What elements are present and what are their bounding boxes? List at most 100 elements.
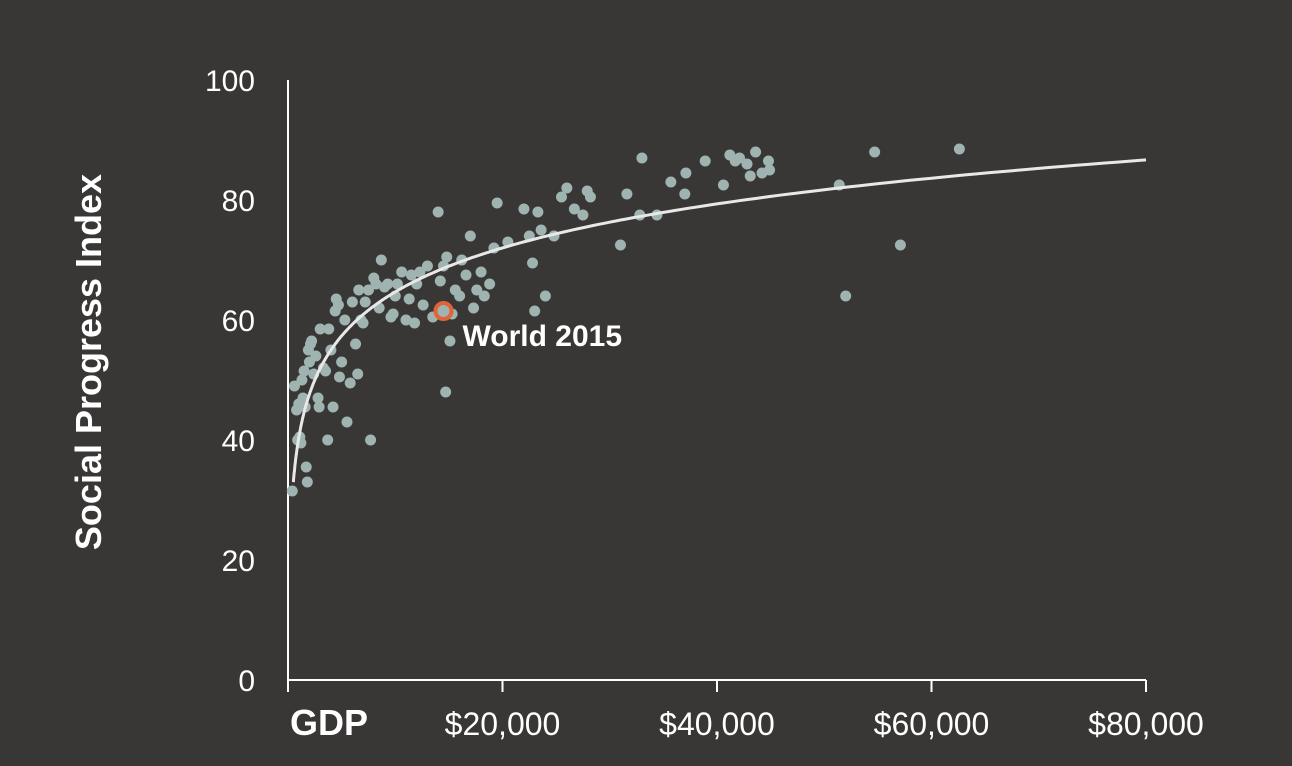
data-point [568, 203, 580, 215]
data-point [679, 188, 691, 200]
data-point [409, 317, 421, 329]
data-point [344, 377, 356, 389]
data-point [561, 182, 573, 194]
data-point [614, 239, 626, 251]
data-point [464, 230, 476, 242]
data-point [584, 191, 596, 203]
data-point [414, 266, 426, 278]
data-point [341, 416, 353, 428]
y-tick-labels: 0 20 40 60 80 100 [205, 65, 255, 698]
data-point [306, 335, 318, 347]
data-point [301, 476, 313, 488]
data-point [320, 365, 332, 377]
y-tick-label: 100 [205, 65, 255, 98]
data-point [471, 284, 483, 296]
data-point [417, 299, 429, 311]
data-point [382, 278, 394, 290]
data-point [734, 152, 746, 164]
y-tick-label: 0 [238, 665, 255, 698]
data-point [869, 146, 881, 158]
y-tick-label: 40 [222, 425, 255, 458]
data-points [286, 143, 965, 497]
data-point [621, 188, 633, 200]
data-point [296, 374, 308, 386]
data-point [400, 314, 412, 326]
data-point [432, 206, 444, 218]
data-point [744, 170, 756, 182]
data-point [310, 350, 322, 362]
y-tick-label: 60 [222, 305, 255, 338]
data-point [327, 401, 339, 413]
y-tick-label: 20 [222, 545, 255, 578]
data-point [353, 284, 365, 296]
x-tick-labels: $20,000 $40,000 $60,000 $80,000 [445, 706, 1204, 742]
data-point [475, 266, 487, 278]
data-point [444, 335, 456, 347]
data-point [518, 203, 530, 215]
y-axis-title: Social Progress Index [68, 174, 109, 550]
data-point [699, 155, 711, 167]
data-point [300, 461, 312, 473]
data-point [370, 278, 382, 290]
data-point [764, 164, 776, 176]
data-point [527, 257, 539, 269]
data-point [535, 224, 547, 236]
data-point [484, 278, 496, 290]
x-tick-label: $80,000 [1088, 706, 1204, 742]
data-point [365, 434, 377, 446]
data-point [421, 260, 433, 272]
data-point [357, 317, 369, 329]
data-point [313, 401, 325, 413]
data-point [375, 254, 387, 266]
data-point [333, 371, 345, 383]
data-point [323, 323, 335, 335]
data-point [440, 386, 452, 398]
data-point [352, 368, 364, 380]
x-tick-marks [287, 680, 1147, 692]
data-point [322, 434, 334, 446]
data-point [405, 269, 417, 281]
data-point [478, 290, 490, 302]
data-point [403, 293, 415, 305]
data-point [741, 158, 753, 170]
data-point [434, 275, 446, 287]
data-point [387, 308, 399, 320]
data-point [840, 290, 852, 302]
data-point [312, 392, 324, 404]
data-point [532, 206, 544, 218]
x-tick-label: $60,000 [874, 706, 990, 742]
data-point [491, 197, 503, 209]
data-point [750, 146, 762, 158]
x-axis-title: GDP [290, 702, 368, 743]
data-point [359, 296, 371, 308]
data-point [468, 302, 480, 314]
data-point [286, 485, 298, 497]
y-tick-label: 80 [222, 185, 255, 218]
data-point [350, 338, 362, 350]
x-tick-label: $20,000 [445, 706, 561, 742]
data-point [762, 155, 774, 167]
data-point [332, 299, 344, 311]
data-point [529, 305, 541, 317]
data-point [346, 296, 358, 308]
data-point [314, 323, 326, 335]
data-point [894, 239, 906, 251]
data-point [665, 176, 677, 188]
x-tick-label: $40,000 [659, 706, 775, 742]
data-point [460, 269, 472, 281]
data-point [636, 152, 648, 164]
data-point [680, 167, 692, 179]
data-point [391, 278, 403, 290]
highlight-label: World 2015 [463, 320, 623, 353]
data-point [577, 209, 589, 221]
data-point [336, 356, 348, 368]
highlight-point-world [433, 301, 454, 321]
data-point [539, 290, 551, 302]
data-point [362, 284, 374, 296]
data-point [396, 266, 408, 278]
data-point [298, 365, 310, 377]
trend-line [291, 158, 1147, 483]
data-point [454, 290, 466, 302]
data-point [717, 179, 729, 191]
data-point [339, 314, 351, 326]
